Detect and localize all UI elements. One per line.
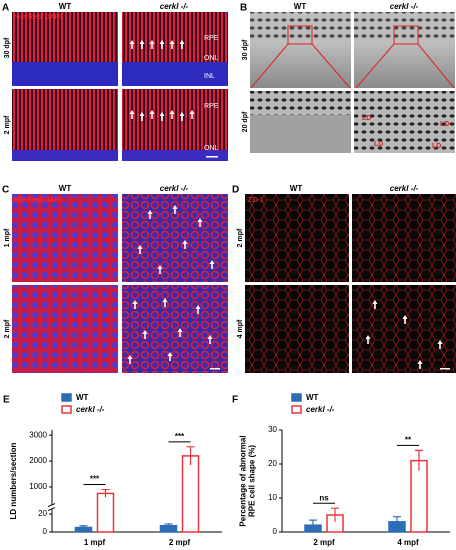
error-bar — [393, 516, 401, 527]
bar — [410, 459, 428, 533]
x-tick-label: 1 mpf — [84, 538, 106, 547]
row-label: 30 dpf — [4, 37, 11, 58]
error-bar — [101, 488, 110, 498]
y-tick-label: 3000 — [29, 430, 47, 439]
y-axis-label: Percentage of abnormal — [239, 435, 248, 526]
axis-break — [47, 503, 56, 508]
legend-swatch — [291, 393, 302, 402]
micrograph — [12, 89, 118, 161]
y-tick-label: 30 — [268, 425, 277, 434]
ld-label: LD — [432, 143, 441, 150]
legend-label: WT — [306, 393, 319, 402]
panel-letter: A — [2, 3, 9, 14]
significance-label: *** — [175, 432, 185, 441]
zoom-lines — [250, 43, 455, 89]
scale-bar — [440, 368, 450, 370]
panel-letter: C — [2, 185, 9, 196]
y-axis-label: LD numbers/section — [9, 442, 18, 519]
micrograph — [352, 194, 456, 282]
micrograph — [12, 285, 118, 373]
stain-label: Nile Red/ DAPI — [14, 14, 61, 21]
panel-letter: E — [3, 395, 10, 406]
zoom-box — [393, 25, 419, 45]
row-label: 30 dpf — [242, 39, 249, 60]
row-label: 1 mpf — [4, 228, 11, 247]
zoom-box — [287, 25, 313, 45]
panel-letter: D — [232, 185, 239, 196]
panel-letter: B — [240, 3, 247, 14]
y-tick-label: 20 — [38, 509, 47, 518]
micrograph — [12, 194, 118, 282]
significance-label: ** — [405, 436, 412, 445]
stain-label: ZO-1 — [248, 197, 264, 204]
x-tick-label: 2 mpf — [313, 538, 335, 547]
error-bar — [415, 449, 423, 471]
significance-label: ns — [319, 493, 329, 502]
error-bar — [164, 523, 173, 528]
y-tick-label: 0 — [43, 527, 48, 536]
significance-label: *** — [90, 475, 100, 484]
x-tick-label: 4 mpf — [397, 538, 419, 547]
error-bar — [186, 446, 195, 465]
legend-swatch — [291, 405, 302, 414]
error-bar — [331, 507, 339, 522]
micrograph — [12, 150, 118, 161]
bar — [96, 492, 115, 533]
axis-break — [48, 504, 56, 510]
row-label: 2 mpf — [4, 319, 11, 338]
ld-label: LD — [374, 141, 383, 148]
layer-label: ONL — [204, 145, 219, 152]
column-label: WT — [59, 2, 72, 11]
x-tick-label: 2 mpf — [169, 538, 191, 547]
error-bar — [309, 519, 317, 531]
layer-label: RPE — [204, 35, 219, 42]
column-label: WT — [290, 184, 303, 193]
axis-break — [47, 507, 56, 512]
column-label: cerkl -/- — [160, 2, 189, 11]
y-tick-label: 10 — [268, 493, 277, 502]
stain-label: Nile Red/ DAPI — [14, 197, 61, 204]
layer-label: ONL — [204, 55, 219, 62]
panel-letter: F — [232, 395, 238, 406]
y-tick-label: 1000 — [29, 482, 47, 491]
micrograph — [352, 285, 456, 373]
legend-label: WT — [76, 393, 89, 402]
micrograph — [354, 91, 455, 153]
column-label: WT — [294, 2, 307, 11]
layer-label: RPE — [204, 103, 219, 110]
micrograph — [12, 62, 118, 86]
row-label: 2 mpf — [4, 115, 11, 134]
micrograph — [122, 62, 228, 86]
y-tick-label: 0 — [273, 527, 278, 536]
legend-swatch — [61, 405, 72, 414]
error-bar — [79, 525, 88, 530]
column-label: cerkl -/- — [160, 184, 189, 193]
micrograph — [245, 285, 349, 373]
column-label: cerkl -/- — [390, 2, 419, 11]
micrograph — [122, 150, 228, 161]
ld-label: LD — [362, 115, 371, 122]
y-tick-label: 20 — [268, 459, 277, 468]
ld-label: LD — [440, 121, 449, 128]
column-label: cerkl -/- — [390, 184, 419, 193]
micrograph — [245, 194, 349, 282]
bar — [181, 455, 200, 533]
micrograph — [250, 91, 351, 115]
column-label: WT — [59, 184, 72, 193]
row-label: 20 dpf — [242, 111, 249, 132]
y-tick-label: 2000 — [29, 456, 47, 465]
row-label: 4 mpf — [237, 319, 244, 338]
micrograph — [122, 285, 228, 373]
legend-swatch — [61, 393, 72, 402]
layer-label: INL — [204, 73, 215, 80]
legend-label: cerkl -/- — [76, 405, 105, 414]
y-axis-label: RPE cell shape (%) — [248, 445, 257, 517]
micrograph — [122, 89, 228, 161]
legend-label: cerkl -/- — [306, 405, 335, 414]
scale-bar — [210, 368, 220, 370]
row-label: 2 mpf — [237, 228, 244, 247]
scale-bar — [206, 156, 218, 158]
